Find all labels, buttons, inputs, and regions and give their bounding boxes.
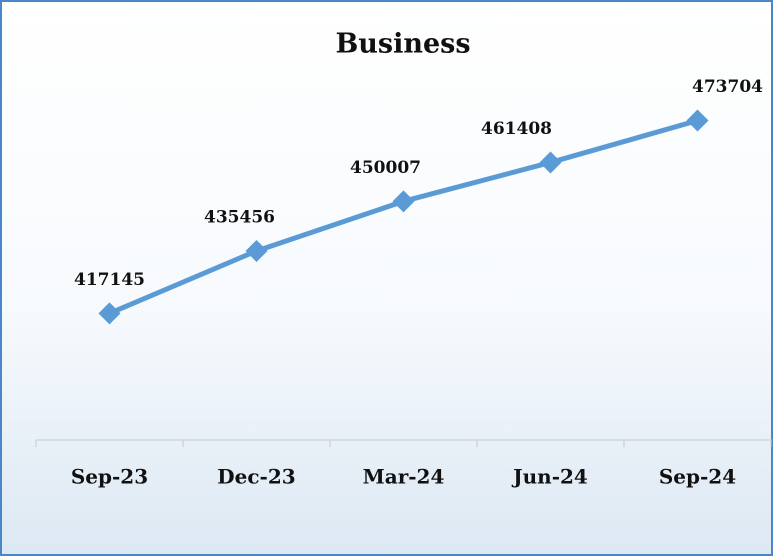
data-label: 473704 xyxy=(692,77,763,97)
x-tick-label: Jun-24 xyxy=(511,465,588,489)
data-label: 450007 xyxy=(350,158,421,178)
data-label: 417145 xyxy=(74,270,145,290)
data-point xyxy=(539,151,562,174)
data-point xyxy=(686,109,709,132)
chart-title: Business xyxy=(335,29,470,60)
data-point xyxy=(98,302,121,325)
x-tick-label: Sep-23 xyxy=(71,465,148,489)
data-point xyxy=(392,190,415,213)
data-point xyxy=(245,239,268,262)
x-tick-label: Sep-24 xyxy=(659,465,736,489)
x-axis xyxy=(35,439,772,447)
x-tick-label: Dec-23 xyxy=(217,465,295,489)
data-label: 435456 xyxy=(204,207,275,227)
x-tick-label: Mar-24 xyxy=(363,465,445,489)
data-label: 461408 xyxy=(481,119,552,139)
